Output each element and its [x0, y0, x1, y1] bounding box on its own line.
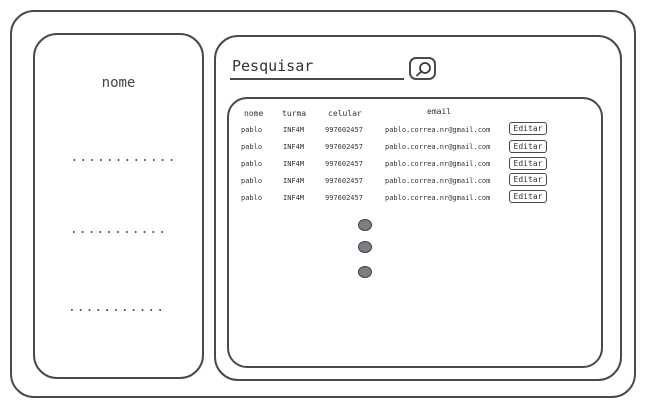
table-cell-celular: 997602457: [325, 177, 363, 185]
search-underline: [230, 78, 404, 80]
table-cell-email: pablo.correa.nr@gmail.com: [385, 143, 491, 151]
more-indicator-dot: [358, 241, 372, 253]
main-panel: [214, 35, 622, 381]
search-button[interactable]: [409, 57, 436, 80]
column-header-turma: turma: [282, 109, 307, 118]
table-cell-email: pablo.correa.nr@gmail.com: [385, 194, 491, 202]
table-cell-celular: 997602457: [325, 143, 363, 151]
table-cell-turma: INF4M: [283, 194, 305, 202]
sidebar-placeholder: ...........: [69, 222, 168, 237]
table-cell-turma: INF4M: [283, 143, 305, 151]
column-header-nome: nome: [244, 109, 264, 118]
search-icon: [416, 62, 431, 77]
table-cell-nome: pablo: [241, 126, 263, 134]
column-header-celular: celular: [328, 109, 362, 118]
edit-button[interactable]: Editar: [509, 173, 547, 186]
sidebar: nome ............ ........... ..........…: [33, 33, 204, 379]
results-table-panel: [227, 97, 603, 368]
table-cell-celular: 997602457: [325, 160, 363, 168]
column-header-email: email: [427, 107, 452, 116]
more-indicator-dot: [358, 266, 372, 278]
sidebar-placeholder: ...........: [67, 300, 166, 315]
table-cell-nome: pablo: [241, 194, 263, 202]
table-cell-email: pablo.correa.nr@gmail.com: [385, 177, 491, 185]
table-cell-turma: INF4M: [283, 160, 305, 168]
sidebar-title: nome: [101, 75, 136, 91]
edit-button[interactable]: Editar: [509, 190, 547, 203]
table-cell-nome: pablo: [241, 160, 263, 168]
table-cell-turma: INF4M: [283, 126, 305, 134]
more-indicator-dot: [358, 219, 372, 231]
edit-button[interactable]: Editar: [509, 157, 547, 170]
edit-button[interactable]: Editar: [509, 122, 547, 135]
sidebar-placeholder: ............: [70, 150, 177, 165]
table-cell-celular: 997602457: [325, 194, 363, 202]
table-cell-email: pablo.correa.nr@gmail.com: [385, 160, 491, 168]
table-cell-email: pablo.correa.nr@gmail.com: [385, 126, 491, 134]
table-cell-celular: 997602457: [325, 126, 363, 134]
search-input[interactable]: Pesquisar: [232, 57, 314, 75]
table-cell-turma: INF4M: [283, 177, 305, 185]
app-frame: [10, 10, 636, 398]
table-cell-nome: pablo: [241, 143, 263, 151]
edit-button[interactable]: Editar: [509, 140, 547, 153]
table-cell-nome: pablo: [241, 177, 263, 185]
